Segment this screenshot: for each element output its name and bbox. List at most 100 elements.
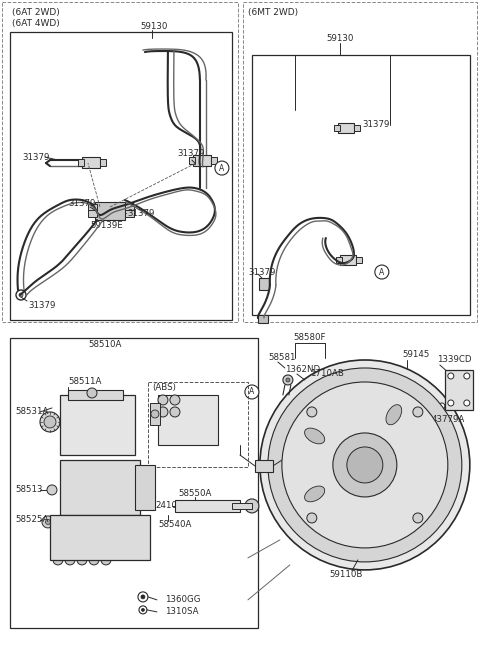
Bar: [10, 338, 258, 628]
Ellipse shape: [305, 486, 324, 502]
Text: 31379: 31379: [248, 268, 275, 276]
Bar: [100, 159, 106, 166]
Circle shape: [245, 385, 259, 399]
Bar: [189, 157, 195, 164]
Text: A: A: [379, 268, 384, 276]
Bar: [88, 210, 97, 217]
Text: 58513: 58513: [15, 486, 43, 494]
Circle shape: [77, 555, 87, 565]
Text: 31379: 31379: [177, 149, 204, 157]
Circle shape: [65, 555, 75, 565]
Text: 31379: 31379: [68, 199, 96, 207]
Bar: [175, 500, 240, 512]
Text: 59110B: 59110B: [330, 570, 363, 580]
Bar: [148, 382, 248, 467]
Bar: [259, 278, 269, 290]
Circle shape: [307, 407, 317, 417]
Text: 58511A: 58511A: [68, 378, 101, 386]
Bar: [68, 390, 123, 400]
Circle shape: [245, 499, 259, 513]
Bar: [150, 403, 160, 425]
Circle shape: [464, 400, 470, 406]
Circle shape: [375, 265, 389, 279]
Text: 59130: 59130: [140, 22, 168, 31]
Circle shape: [286, 378, 290, 382]
Text: 58540A: 58540A: [158, 520, 192, 530]
Text: 1360GG: 1360GG: [165, 595, 201, 605]
Bar: [338, 123, 354, 133]
Text: 58510A: 58510A: [88, 340, 121, 349]
Circle shape: [151, 410, 159, 418]
Circle shape: [141, 595, 145, 599]
Text: 59130: 59130: [326, 34, 354, 43]
Bar: [158, 395, 218, 445]
Text: 31379: 31379: [28, 301, 55, 309]
Text: 58525A: 58525A: [15, 515, 48, 524]
Circle shape: [16, 290, 26, 300]
Text: 59139E: 59139E: [90, 220, 123, 230]
Bar: [82, 157, 100, 168]
Circle shape: [40, 412, 60, 432]
Circle shape: [283, 375, 293, 385]
Circle shape: [448, 373, 454, 379]
Bar: [258, 315, 268, 323]
Text: 31379: 31379: [127, 209, 155, 218]
Text: 1310SA: 1310SA: [165, 607, 198, 617]
Bar: [125, 204, 134, 211]
Text: 59145: 59145: [403, 351, 430, 359]
Circle shape: [282, 382, 448, 548]
Circle shape: [347, 447, 383, 483]
Circle shape: [101, 555, 111, 565]
Circle shape: [89, 555, 99, 565]
Text: 43779A: 43779A: [432, 415, 465, 424]
Circle shape: [53, 555, 63, 565]
Bar: [125, 210, 134, 217]
Bar: [50, 515, 150, 560]
Bar: [243, 2, 477, 322]
Bar: [135, 465, 155, 510]
Bar: [2, 2, 238, 322]
Text: (6AT 2WD)
(6AT 4WD): (6AT 2WD) (6AT 4WD): [12, 8, 60, 28]
Bar: [252, 55, 470, 315]
Text: 58580F: 58580F: [294, 334, 326, 343]
Text: (ABS): (ABS): [152, 384, 176, 392]
Bar: [255, 460, 273, 472]
Bar: [356, 257, 362, 263]
Circle shape: [464, 373, 470, 379]
Text: A: A: [219, 164, 225, 172]
Circle shape: [42, 516, 54, 528]
Bar: [354, 125, 360, 131]
Circle shape: [333, 433, 397, 497]
Bar: [193, 155, 211, 166]
Text: 31379: 31379: [22, 153, 49, 162]
Circle shape: [439, 403, 445, 409]
Text: 1339CD: 1339CD: [437, 355, 471, 365]
Text: A: A: [249, 388, 254, 397]
Circle shape: [413, 513, 423, 523]
Bar: [232, 503, 252, 509]
Text: 1362ND: 1362ND: [285, 365, 320, 374]
Circle shape: [260, 360, 470, 570]
Text: 31379: 31379: [363, 120, 390, 128]
Bar: [10, 32, 232, 320]
Circle shape: [142, 609, 144, 611]
Bar: [211, 157, 217, 164]
Circle shape: [87, 388, 97, 398]
Circle shape: [47, 485, 57, 495]
Circle shape: [448, 400, 454, 406]
Bar: [445, 370, 473, 410]
Bar: [60, 395, 135, 455]
Text: 58531A: 58531A: [15, 407, 48, 417]
Text: 1710AB: 1710AB: [310, 370, 344, 378]
Bar: [60, 460, 140, 515]
Bar: [340, 255, 356, 265]
Circle shape: [46, 519, 50, 524]
Bar: [78, 159, 84, 166]
Bar: [88, 204, 97, 211]
Text: 24105: 24105: [155, 501, 182, 511]
Text: 58550A: 58550A: [178, 490, 212, 498]
Bar: [95, 202, 125, 220]
Circle shape: [158, 395, 168, 405]
Ellipse shape: [386, 405, 402, 425]
Circle shape: [170, 407, 180, 417]
